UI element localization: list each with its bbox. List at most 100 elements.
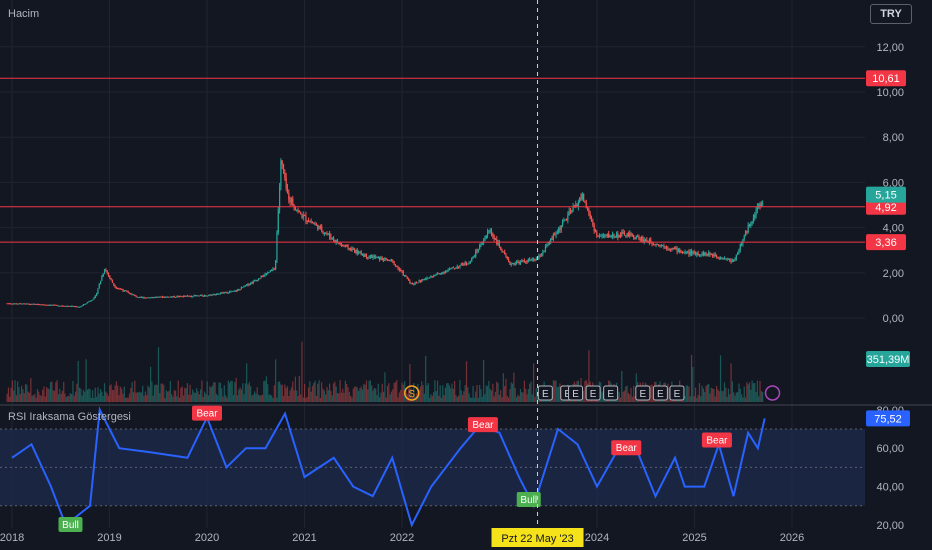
candle-body xyxy=(340,244,343,246)
candle-body xyxy=(634,237,636,240)
candle-body xyxy=(178,295,181,297)
volume-bar xyxy=(67,396,69,402)
volume-bar xyxy=(32,395,35,402)
candle-body xyxy=(248,284,250,286)
candle-body xyxy=(314,224,316,226)
candle-body xyxy=(263,275,265,277)
candle-body xyxy=(481,243,483,245)
candle-body xyxy=(593,224,595,232)
candle-body xyxy=(727,258,730,260)
candle-body xyxy=(554,234,556,236)
candle-body xyxy=(508,258,510,262)
candle-body xyxy=(638,236,640,240)
candle-body xyxy=(164,296,166,298)
candle-body xyxy=(531,258,533,260)
volume-bar xyxy=(446,383,448,402)
volume-bar xyxy=(226,397,228,402)
candle-body xyxy=(192,296,194,298)
candle-body xyxy=(110,278,112,280)
candle-body xyxy=(156,296,158,298)
volume-bar xyxy=(11,380,13,402)
volume-bar xyxy=(269,394,271,402)
candle-body xyxy=(211,294,214,296)
bear-label: Bear xyxy=(472,420,494,431)
candle-body xyxy=(733,260,735,262)
candle-body xyxy=(55,304,57,306)
candle-body xyxy=(361,254,364,256)
volume-bar xyxy=(44,396,46,402)
volume-bar xyxy=(740,394,743,402)
volume-bar xyxy=(421,381,423,402)
candle-body xyxy=(446,270,448,272)
split-marker-icon[interactable] xyxy=(404,385,420,401)
volume-bar xyxy=(188,394,190,402)
candle-body xyxy=(723,258,726,260)
volume-bar xyxy=(143,395,145,402)
earnings-marker-icon[interactable] xyxy=(652,385,668,401)
volume-bar xyxy=(221,388,223,402)
volume-bar xyxy=(234,382,236,402)
volume-bar xyxy=(128,393,131,402)
earnings-marker-icon[interactable] xyxy=(603,385,619,401)
volume-bar xyxy=(667,383,669,402)
volume-bar xyxy=(690,354,693,402)
earnings-marker-icon[interactable] xyxy=(635,385,651,401)
earnings-marker-icon[interactable] xyxy=(669,385,685,401)
volume-bar xyxy=(18,387,20,402)
earnings-marker-icon[interactable] xyxy=(537,385,553,401)
volume-bar xyxy=(119,386,121,402)
candle-body xyxy=(413,283,415,285)
candle-body xyxy=(604,234,606,236)
candle-body xyxy=(384,258,386,261)
candle-body xyxy=(48,304,50,306)
volume-bar xyxy=(34,393,36,402)
candle-body xyxy=(298,210,300,213)
volume-bar xyxy=(687,385,689,402)
dividend-marker-icon[interactable] xyxy=(764,385,781,401)
candle-body xyxy=(356,249,358,254)
candle-body xyxy=(357,251,360,254)
volume-bar xyxy=(392,389,394,402)
earnings-marker-icon[interactable] xyxy=(585,385,601,401)
candle-body xyxy=(592,221,594,225)
candle-body xyxy=(457,266,460,268)
volume-bar xyxy=(750,389,752,402)
candle-body xyxy=(172,296,174,298)
candle-body xyxy=(706,253,708,256)
volume-bar xyxy=(300,394,302,402)
candle-body xyxy=(463,264,465,266)
candle-body xyxy=(511,263,514,265)
volume-bar xyxy=(173,390,175,402)
candle-body xyxy=(414,282,416,284)
candle-body xyxy=(227,292,229,294)
volume-bar xyxy=(388,383,390,402)
candle-body xyxy=(36,304,38,306)
volume-bar xyxy=(177,380,179,402)
bear-label-bg xyxy=(192,405,222,421)
candle-body xyxy=(583,193,585,202)
volume-bar xyxy=(31,395,33,402)
currency-button[interactable]: TRY xyxy=(870,4,912,24)
candle-body xyxy=(239,289,241,291)
candle-body xyxy=(702,252,705,256)
candle-body xyxy=(476,250,478,252)
earnings-marker-icon[interactable] xyxy=(568,385,584,401)
horizontal-line-label-bg xyxy=(866,198,906,215)
candle-body xyxy=(760,203,762,207)
volume-bar xyxy=(760,391,762,402)
volume-bar xyxy=(459,380,461,402)
candle-body xyxy=(207,295,210,297)
volume-bar xyxy=(156,384,158,402)
candle-body xyxy=(393,261,395,265)
volume-bar xyxy=(434,380,436,402)
volume-bar xyxy=(723,382,726,402)
volume-bar xyxy=(376,395,378,402)
volume-bar xyxy=(210,387,212,402)
candle-body xyxy=(708,252,710,256)
candle-body xyxy=(103,269,106,274)
volume-bar xyxy=(28,392,31,402)
crosshair-date-label-bg xyxy=(491,528,584,547)
volume-bar xyxy=(72,380,74,402)
candle-body xyxy=(7,303,10,305)
